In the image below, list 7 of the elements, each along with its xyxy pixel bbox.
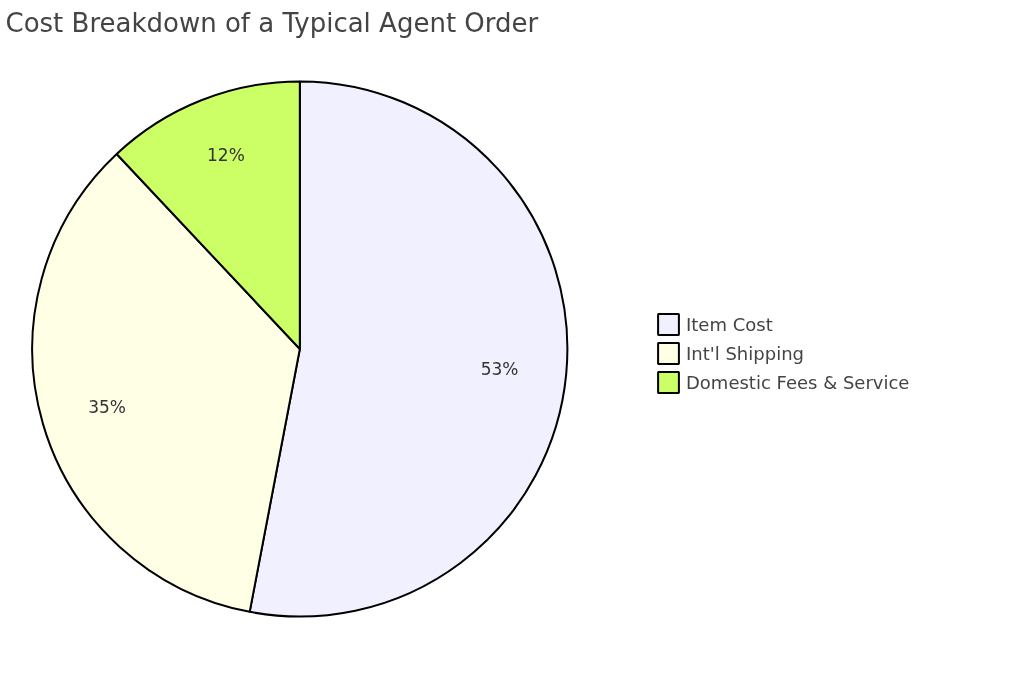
legend-label: Int'l Shipping [686, 342, 804, 364]
data-label: 35% [88, 397, 127, 418]
legend-label: Item Cost [686, 313, 773, 335]
data-label: 12% [207, 144, 245, 165]
data-label: 53% [480, 358, 519, 379]
legend-label: Domestic Fees & Service [686, 371, 910, 393]
chart-title: Cost Breakdown of a Typical Agent Order [5, 7, 539, 38]
